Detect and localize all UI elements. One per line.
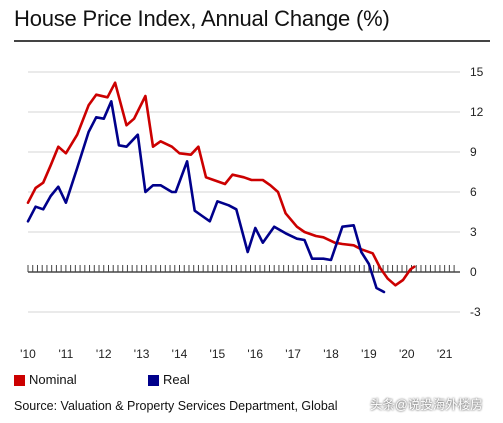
legend-label-nominal: Nominal — [29, 372, 77, 387]
x-tick-label-2019: '19 — [361, 347, 377, 361]
y-tick-label-neg3: -3 — [470, 305, 481, 319]
legend-label-real: Real — [163, 372, 190, 387]
source-note: Source: Valuation & Property Services De… — [14, 399, 338, 413]
y-tick-labels: 15 12 9 6 3 0 -3 — [470, 65, 484, 319]
x-tick-label-2012: '12 — [96, 347, 112, 361]
y-tick-label-9: 9 — [470, 145, 477, 159]
x-tick-label-2013: '13 — [134, 347, 150, 361]
title-divider — [14, 40, 490, 42]
x-tick-label-2018: '18 — [323, 347, 339, 361]
watermark: 头条@说投海外楼房 — [370, 398, 483, 412]
x-tick-label-2010: '10 — [20, 347, 36, 361]
legend-item-real: Real — [148, 372, 190, 388]
x-tick-label-2016: '16 — [247, 347, 263, 361]
y-tick-label-12: 12 — [470, 105, 484, 119]
axis-layer — [27, 265, 460, 273]
y-tick-label-6: 6 — [470, 185, 477, 199]
grid-layer — [28, 71, 460, 313]
chart-title: House Price Index, Annual Change (%) — [14, 6, 390, 31]
series-line-nominal — [26, 81, 416, 287]
x-tick-labels: '10 '11 '12 '13 '14 '15 '16 '17 '18 '19 '20 '21 — [20, 347, 453, 361]
legend-swatch-nominal — [14, 374, 25, 386]
x-tick-label-2011: '11 — [59, 347, 74, 361]
series-layer — [26, 81, 416, 294]
legend-item-nominal: Nominal — [14, 372, 77, 388]
y-tick-label-0: 0 — [470, 265, 477, 279]
series-line-real — [26, 100, 386, 294]
x-tick-label-2021: '21 — [437, 347, 453, 361]
x-tick-label-2015: '15 — [210, 347, 226, 361]
x-tick-label-2014: '14 — [172, 347, 188, 361]
legend-swatch-real — [148, 374, 159, 386]
y-tick-label-15: 15 — [470, 65, 484, 79]
y-tick-label-3: 3 — [470, 225, 477, 239]
x-tick-label-2020: '20 — [399, 347, 415, 361]
x-tick-label-2017: '17 — [285, 347, 301, 361]
